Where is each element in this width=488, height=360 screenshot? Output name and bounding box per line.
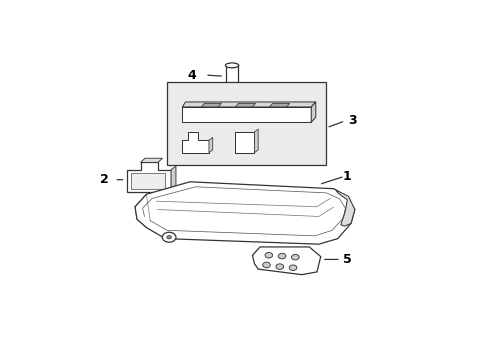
Polygon shape [310,102,315,122]
Circle shape [278,253,285,259]
Polygon shape [208,138,212,153]
Polygon shape [135,182,354,244]
Polygon shape [140,158,162,162]
Bar [131,173,165,189]
Text: 2: 2 [100,173,109,186]
Bar [167,82,326,165]
Polygon shape [252,247,320,275]
Circle shape [291,255,299,260]
Circle shape [262,262,270,268]
Circle shape [289,265,296,270]
Ellipse shape [225,63,238,68]
Polygon shape [254,129,258,153]
Text: 5: 5 [342,253,351,266]
Polygon shape [182,132,208,153]
Polygon shape [171,166,176,192]
Circle shape [166,235,171,239]
Polygon shape [225,66,238,84]
Text: 1: 1 [342,170,351,183]
Polygon shape [201,103,221,107]
Circle shape [162,232,176,242]
Polygon shape [235,132,254,153]
Polygon shape [227,84,236,90]
Polygon shape [182,107,310,122]
Circle shape [264,252,272,258]
Polygon shape [182,102,315,107]
Text: 3: 3 [348,114,357,127]
Polygon shape [235,103,255,107]
Circle shape [275,264,283,269]
Polygon shape [127,162,171,192]
Text: 4: 4 [187,68,196,82]
Polygon shape [269,103,289,107]
Polygon shape [335,190,354,226]
